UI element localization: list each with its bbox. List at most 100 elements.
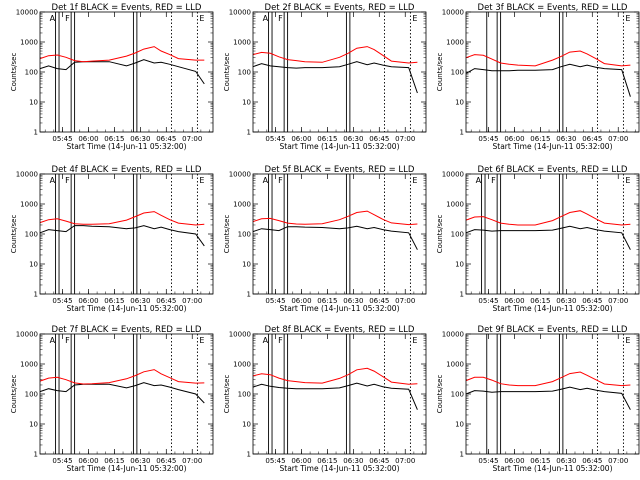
x-tick-label: 06:00: [504, 297, 524, 305]
y-tick-label: 10000: [229, 331, 251, 339]
y-tick-label: 1: [460, 129, 464, 137]
y-tick-label: 100: [451, 391, 464, 399]
x-tick-label: 06:15: [530, 135, 550, 143]
plot-frame: [465, 333, 640, 455]
x-tick-label: 05:45: [265, 457, 285, 465]
x-tick-label: 06:00: [78, 135, 98, 143]
marker-label: F: [65, 176, 70, 185]
y-tick-label: 100: [25, 69, 38, 77]
panel-title: Det 7f BLACK = Events, RED = LLD: [52, 325, 202, 335]
marker-label: F: [65, 14, 70, 23]
lld-series-line: [39, 369, 205, 385]
y-axis-label: Counts/sec: [223, 375, 231, 414]
x-tick-label: 07:00: [608, 457, 628, 465]
lld-series-line: [39, 211, 205, 226]
y-tick-label: 10000: [229, 9, 251, 17]
y-tick-label: 100: [451, 231, 464, 239]
panel-det-8: Det 8f BLACK = Events, RED = LLD 1 10 100 10…: [223, 325, 427, 473]
lld-series-line: [252, 46, 418, 64]
marker-label: A: [263, 14, 269, 23]
x-tick-label: 06:45: [582, 457, 602, 465]
x-tick-label: 06:15: [104, 297, 124, 305]
marker-label: F: [65, 336, 70, 345]
y-tick-label: 10: [455, 421, 464, 429]
y-tick-label: 10000: [442, 331, 464, 339]
marker-label: E: [199, 176, 204, 185]
marker-label: E: [199, 336, 204, 345]
y-tick-label: 1: [460, 451, 464, 459]
lld-series-line: [39, 46, 205, 63]
x-tick-label: 06:15: [530, 297, 550, 305]
marker-label: A: [50, 14, 56, 23]
y-tick-label: 10000: [16, 9, 38, 17]
x-tick-label: 06:00: [291, 297, 311, 305]
x-tick-label: 06:15: [317, 457, 337, 465]
x-tick-label: 06:30: [556, 457, 576, 465]
panel-det-2: Det 2f BLACK = Events, RED = LLD 1 10 100 10…: [223, 3, 427, 151]
panel-title: Det 1f BLACK = Events, RED = LLD: [52, 3, 202, 13]
y-tick-label: 1: [34, 129, 38, 137]
marker-label: E: [412, 14, 417, 23]
panel-det-7: Det 7f BLACK = Events, RED = LLD 1 10 100 10…: [10, 325, 214, 473]
y-tick-label: 1000: [20, 201, 38, 209]
x-tick-label: 06:45: [582, 297, 602, 305]
y-tick-label: 100: [25, 391, 38, 399]
marker-label: E: [412, 336, 417, 345]
x-tick-label: 06:15: [317, 297, 337, 305]
marker-label: E: [625, 176, 630, 185]
y-axis-label: Counts/sec: [10, 215, 18, 254]
x-axis-label: Start Time (14-Jun-11 05:32:00): [280, 464, 400, 473]
x-tick-label: 07:00: [395, 457, 415, 465]
panel-title: Det 8f BLACK = Events, RED = LLD: [265, 325, 415, 335]
plot-frame: [252, 333, 427, 455]
lld-series-line: [252, 210, 418, 226]
marker-label: F: [278, 336, 283, 345]
y-tick-label: 10: [455, 99, 464, 107]
x-axis-label: Start Time (14-Jun-11 05:32:00): [493, 304, 613, 313]
x-tick-label: 06:15: [104, 457, 124, 465]
y-tick-label: 10: [29, 421, 38, 429]
x-tick-label: 06:45: [582, 135, 602, 143]
y-tick-label: 10: [242, 421, 251, 429]
y-tick-label: 1000: [233, 39, 251, 47]
y-tick-label: 100: [25, 231, 38, 239]
x-tick-label: 05:45: [478, 457, 498, 465]
y-tick-label: 10: [455, 261, 464, 269]
y-tick-label: 1000: [446, 201, 464, 209]
x-axis-label: Start Time (14-Jun-11 05:32:00): [67, 142, 187, 151]
x-axis-label: Start Time (14-Jun-11 05:32:00): [67, 304, 187, 313]
events-series-line: [465, 63, 631, 97]
y-axis-label: Counts/sec: [223, 215, 231, 254]
lld-series-line: [465, 210, 631, 226]
y-tick-label: 10: [29, 99, 38, 107]
panel-title: Det 9f BLACK = Events, RED = LLD: [478, 325, 628, 335]
lld-series-line: [465, 371, 631, 387]
marker-label: E: [412, 176, 417, 185]
y-tick-label: 10: [29, 261, 38, 269]
x-tick-label: 06:30: [556, 297, 576, 305]
x-tick-label: 06:30: [556, 135, 576, 143]
y-tick-label: 10000: [442, 9, 464, 17]
plot-frame: [39, 333, 214, 455]
y-tick-label: 10: [242, 99, 251, 107]
events-series-line: [39, 382, 205, 404]
x-tick-label: 07:00: [395, 135, 415, 143]
plot-frame: [465, 173, 640, 295]
y-axis-label: Counts/sec: [436, 375, 444, 414]
x-axis-label: Start Time (14-Jun-11 05:32:00): [280, 304, 400, 313]
marker-label: F: [491, 176, 496, 185]
y-axis-label: Counts/sec: [10, 375, 18, 414]
y-axis-label: Counts/sec: [223, 53, 231, 92]
x-tick-label: 06:30: [130, 135, 150, 143]
plot-frame: [465, 11, 640, 133]
plot-frame: [39, 11, 214, 133]
events-series-line: [465, 225, 631, 250]
panel-det-5: Det 5f BLACK = Events, RED = LLD 1 10 100 10…: [223, 165, 427, 313]
panel-det-3: Det 3f BLACK = Events, RED = LLD 1 10 100 10…: [436, 3, 640, 151]
y-tick-label: 100: [238, 391, 251, 399]
panel-title: Det 4f BLACK = Events, RED = LLD: [52, 165, 202, 175]
lld-series-line: [252, 367, 418, 385]
x-tick-label: 05:45: [52, 457, 72, 465]
x-tick-label: 05:45: [265, 135, 285, 143]
x-tick-label: 06:15: [104, 135, 124, 143]
